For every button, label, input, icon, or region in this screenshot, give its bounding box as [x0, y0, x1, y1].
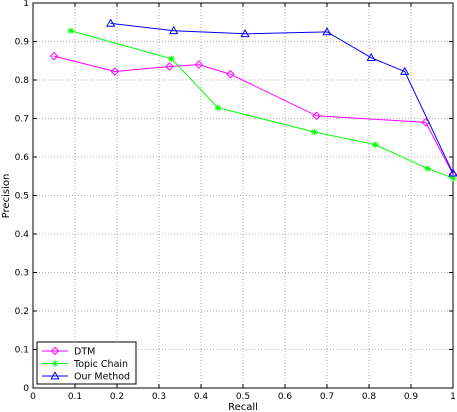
- y-axis-label: Precision: [1, 174, 12, 219]
- data-point-0-5: [312, 111, 321, 121]
- legend-marker-2: [50, 371, 60, 380]
- y-tick-label: 0.6: [15, 153, 30, 163]
- series-line-2: [110, 22, 454, 174]
- x-tick-label: 1: [450, 392, 456, 402]
- x-tick-label: 0.2: [110, 392, 124, 402]
- y-tick-label: 1: [23, 0, 29, 9]
- data-point-2-3: [322, 27, 332, 36]
- data-point-0-3: [194, 60, 204, 69]
- x-tick-label: 0.7: [320, 392, 334, 402]
- legend-label-1: Topic Chain: [73, 359, 128, 370]
- y-tick-label: 0.7: [15, 115, 29, 125]
- data-point-2-4: [366, 52, 376, 62]
- x-tick-label: 0: [30, 392, 36, 402]
- x-tick-label: 0.3: [152, 392, 166, 402]
- data-point-0-4: [226, 69, 235, 79]
- data-point-1-2: [214, 104, 221, 111]
- data-point-0-0: [49, 51, 59, 61]
- x-tick-label: 0.1: [68, 392, 82, 402]
- data-point-1-6: [449, 174, 457, 182]
- data-point-0-1: [110, 67, 120, 76]
- data-point-2-2: [240, 28, 250, 38]
- data-point-2-6: [448, 168, 457, 177]
- legend-marker-0: [50, 346, 60, 356]
- x-tick-label: 0.9: [404, 392, 419, 402]
- series-line-0: [53, 55, 454, 175]
- data-point-1-4: [372, 141, 379, 148]
- x-tick-label: 0.8: [362, 392, 377, 402]
- x-tick-label: 0.5: [236, 392, 250, 402]
- data-point-1-3: [311, 128, 318, 136]
- y-tick-label: 0: [23, 384, 29, 394]
- legend-marker-1: [51, 360, 59, 367]
- y-tick-label: 0.2: [15, 307, 29, 317]
- y-tick-label: 0.4: [15, 230, 30, 240]
- data-point-2-1: [169, 25, 179, 35]
- data-point-1-1: [168, 55, 175, 63]
- legend-label-2: Our Method: [74, 372, 130, 383]
- y-tick-label: 0.5: [15, 192, 29, 202]
- axis-ticks: 0 0.1 0.2 0.3 0.4 0.5 0.6 0.7 0.8 0.9 1 0 0.1 0.2 0.3 0…: [15, 0, 456, 402]
- y-tick-label: 0.9: [15, 38, 30, 48]
- legend-label-0: DTM: [74, 347, 95, 358]
- x-tick-label: 0.6: [278, 392, 293, 402]
- data-point-2-5: [400, 66, 410, 75]
- y-tick-label: 0.3: [15, 269, 29, 279]
- y-tick-label: 0.1: [15, 346, 29, 356]
- series-group: [49, 18, 457, 182]
- y-tick-label: 0.8: [15, 76, 30, 86]
- data-point-1-5: [424, 165, 431, 172]
- data-point-2-0: [106, 18, 116, 27]
- data-point-0-2: [165, 62, 174, 71]
- x-axis-label: Recall: [228, 402, 258, 412]
- x-tick-label: 0.4: [194, 392, 209, 402]
- data-point-1-0: [67, 27, 74, 34]
